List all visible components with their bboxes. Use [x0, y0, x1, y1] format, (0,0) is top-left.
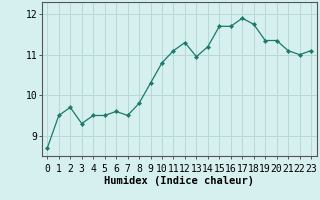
X-axis label: Humidex (Indice chaleur): Humidex (Indice chaleur): [104, 176, 254, 186]
